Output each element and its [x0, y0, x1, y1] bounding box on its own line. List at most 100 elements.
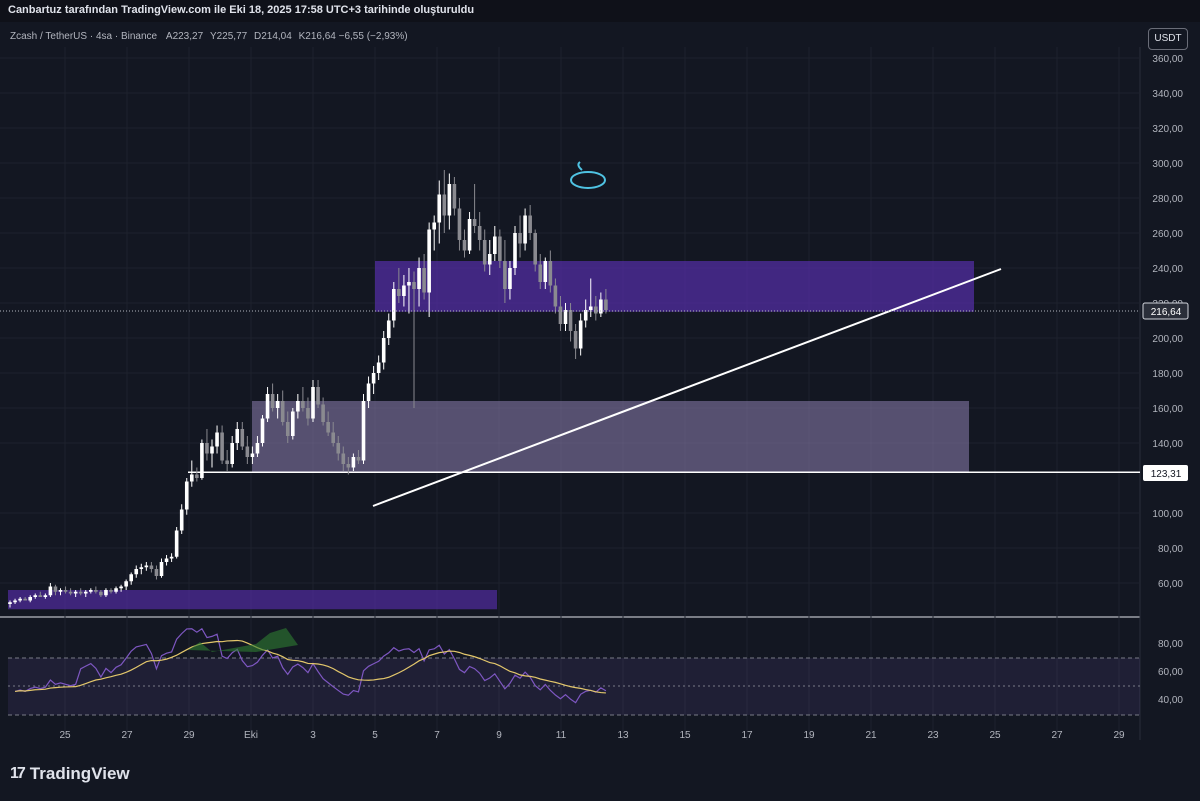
candle-body — [149, 565, 154, 569]
high-label: Y — [209, 31, 217, 42]
candle-body — [407, 282, 411, 286]
price-tick-label: 240,00 — [1152, 264, 1183, 275]
price-tick-label: 280,00 — [1152, 194, 1183, 205]
time-tick-label: 9 — [496, 730, 502, 741]
candle-body — [573, 331, 578, 349]
candle-body — [467, 219, 472, 251]
time-tick-label: 13 — [617, 730, 629, 741]
candle-body — [255, 443, 260, 454]
time-tick-label: 29 — [183, 730, 195, 741]
price-tick-label: 320,00 — [1152, 124, 1183, 135]
candle-body — [543, 261, 548, 282]
candle-body — [402, 285, 406, 296]
candle-body — [265, 394, 270, 419]
rsi-line — [14, 627, 607, 704]
time-tick-label: 27 — [121, 730, 133, 741]
open-label: A — [165, 31, 173, 42]
candle-body — [23, 598, 27, 601]
currency-button[interactable]: USDT — [1148, 28, 1188, 50]
candle-body — [43, 595, 48, 597]
rsi-tick-label: 40,00 — [1158, 695, 1183, 706]
candle-body — [210, 446, 214, 454]
candle-body — [563, 310, 568, 324]
candle-body — [68, 591, 73, 594]
price-tick-label: 60,00 — [1158, 579, 1183, 590]
candle-body — [376, 362, 381, 373]
candle-body — [48, 586, 53, 596]
candle-body — [159, 562, 164, 576]
ascending-trendline — [372, 268, 1002, 507]
candle-body — [412, 282, 416, 289]
candle-body — [487, 254, 492, 265]
price-tick-label: 200,00 — [1152, 334, 1183, 345]
candle-body — [18, 598, 22, 601]
candle-body — [184, 481, 189, 510]
level-price-tag — [1143, 465, 1188, 481]
symbol-info-bar: Zcash / TetherUS · 4sa · Binance A223,27… — [10, 31, 408, 42]
candle-body — [346, 464, 351, 468]
candle-body — [215, 432, 219, 447]
candle-body — [432, 222, 436, 230]
rsi-overbought-fill — [188, 628, 298, 652]
price-tick-label: 260,00 — [1152, 229, 1183, 240]
candle-body — [588, 306, 593, 310]
candle-body — [109, 590, 113, 592]
candle-body — [578, 320, 583, 349]
top-highlight-tick — [577, 161, 583, 171]
rsi-tick-label: 80,00 — [1158, 639, 1183, 650]
candle-body — [301, 401, 305, 408]
candle-body — [104, 590, 108, 596]
candle-body — [386, 320, 391, 338]
candle-body — [447, 184, 452, 216]
candle-body — [336, 443, 341, 454]
time-tick-label: 21 — [865, 730, 877, 741]
low-label: D — [253, 31, 262, 42]
candle-body — [190, 474, 194, 482]
candle-body — [422, 268, 426, 293]
high-value: 225,77 — [216, 31, 248, 42]
chart-caption: Canbartuz tarafından TradingView.com ile… — [0, 0, 1200, 22]
rsi-ma-line — [14, 639, 606, 694]
time-tick-label: 7 — [434, 730, 440, 741]
candle-body — [311, 387, 315, 419]
candle-body — [78, 591, 83, 594]
candle-body — [164, 558, 169, 562]
time-tick-label: 29 — [1113, 730, 1125, 741]
candle-body — [99, 591, 103, 596]
open-value: 223,27 — [172, 31, 204, 42]
time-tick-label: 27 — [1051, 730, 1063, 741]
candle-body — [83, 591, 88, 594]
base-zone — [8, 590, 497, 610]
time-tick-label: 3 — [310, 730, 316, 741]
candle-body — [371, 373, 376, 384]
time-tick-label: Eki — [244, 730, 258, 741]
candle-body — [568, 310, 573, 331]
tradingview-logo-icon: 17 — [10, 765, 26, 782]
price-tick-label: 340,00 — [1152, 89, 1183, 100]
symbol-name[interactable]: Zcash / TetherUS · 4sa · Binance — [10, 31, 158, 42]
tradingview-wordmark: TradingView — [29, 764, 130, 783]
candle-body — [381, 338, 386, 363]
candle-body — [260, 418, 265, 443]
price-tick-label: 80,00 — [1158, 544, 1183, 555]
candle-body — [285, 422, 290, 436]
candle-body — [240, 429, 245, 447]
time-tick-label: 25 — [989, 730, 1001, 741]
candle-body — [296, 401, 300, 412]
candle-body — [124, 581, 128, 587]
candle-body — [129, 574, 133, 582]
candle-body — [270, 394, 275, 408]
time-tick-label: 5 — [372, 730, 378, 741]
time-tick-label: 19 — [803, 730, 815, 741]
price-tick-label: 160,00 — [1152, 404, 1183, 415]
candle-body — [94, 590, 98, 592]
rsi-tick-label: 60,00 — [1158, 667, 1183, 678]
level-price-label: 123,31 — [1151, 469, 1182, 480]
candle-body — [144, 565, 149, 568]
candle-body — [174, 530, 179, 557]
candle-body — [366, 383, 371, 401]
candle-body — [538, 264, 543, 282]
candle-body — [482, 240, 487, 265]
candle-body — [33, 595, 38, 597]
